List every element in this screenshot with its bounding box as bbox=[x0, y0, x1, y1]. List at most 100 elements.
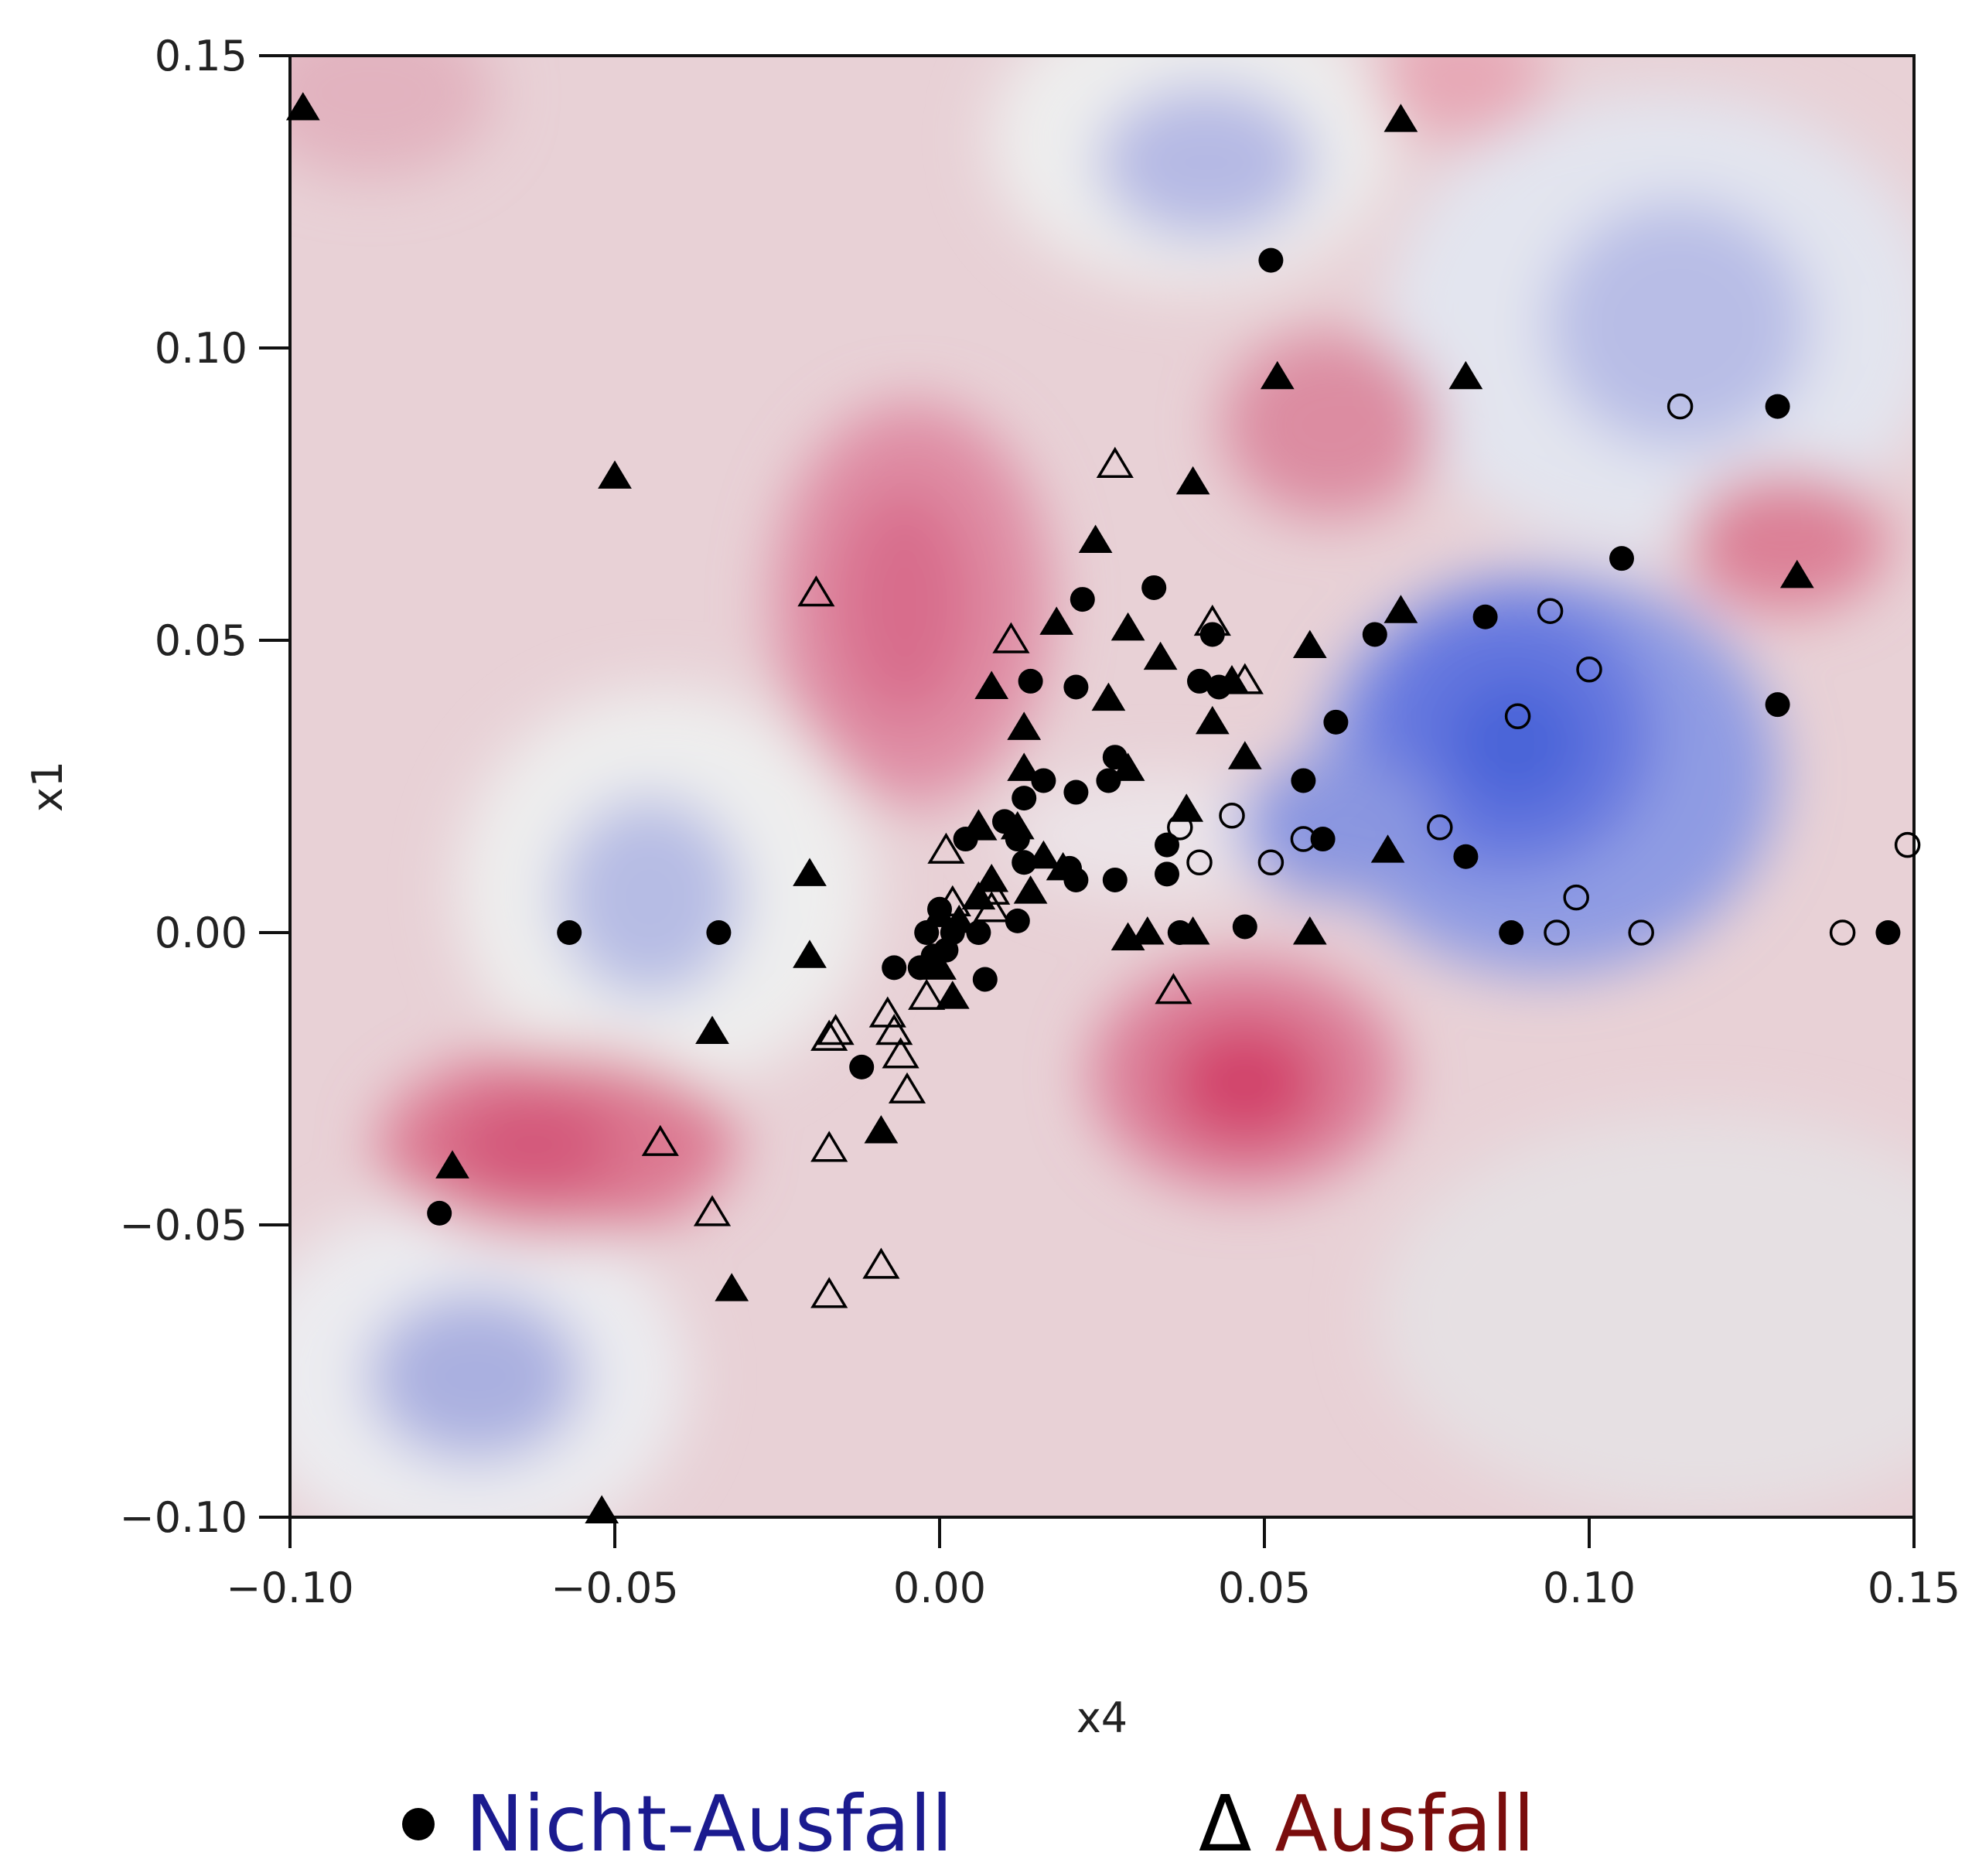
legend-item-ausfall: Δ Ausfall bbox=[1199, 1779, 1534, 1869]
x-tick-label: 0.05 bbox=[1218, 1564, 1311, 1612]
point-ausfall-open bbox=[1226, 663, 1264, 694]
point-ausfall-filled bbox=[1111, 752, 1145, 781]
point-nicht-ausfall-filled bbox=[1453, 844, 1479, 869]
point-ausfall-open bbox=[810, 1277, 848, 1308]
point-ausfall-open bbox=[1193, 604, 1231, 636]
point-ausfall-open bbox=[882, 1037, 919, 1069]
point-ausfall-filled bbox=[1195, 705, 1230, 735]
point-nicht-ausfall-filled bbox=[1063, 779, 1089, 805]
point-nicht-ausfall-filled bbox=[1070, 587, 1095, 612]
point-nicht-ausfall-filled bbox=[849, 1054, 875, 1080]
point-ausfall-open bbox=[992, 622, 1030, 653]
x-tick-label: −0.10 bbox=[226, 1564, 353, 1612]
point-ausfall-filled bbox=[1130, 916, 1165, 945]
point-nicht-ausfall-filled bbox=[972, 967, 998, 992]
point-nicht-ausfall-filled bbox=[1012, 850, 1037, 875]
point-nicht-ausfall-open bbox=[1544, 919, 1570, 946]
point-ausfall-open bbox=[908, 978, 946, 1010]
point-nicht-ausfall-filled bbox=[1155, 832, 1179, 858]
point-ausfall-filled bbox=[598, 460, 632, 489]
point-nicht-ausfall-open bbox=[1667, 393, 1694, 420]
y-tick-label: 0.00 bbox=[155, 909, 247, 957]
plot-frame bbox=[288, 54, 1916, 1519]
point-ausfall-open bbox=[888, 1072, 926, 1103]
point-nicht-ausfall-filled bbox=[1323, 709, 1349, 735]
point-nicht-ausfall-open bbox=[1576, 657, 1602, 683]
point-ausfall-filled bbox=[1292, 916, 1327, 945]
x-tick-label: 0.00 bbox=[893, 1564, 986, 1612]
legend-label-ausfall: Ausfall bbox=[1274, 1779, 1535, 1869]
x-tick-label: −0.05 bbox=[551, 1564, 678, 1612]
x-tick-label: 0.10 bbox=[1543, 1564, 1636, 1612]
point-nicht-ausfall-filled bbox=[1155, 861, 1179, 887]
point-ausfall-filled bbox=[923, 951, 957, 980]
legend: Nicht-Ausfall Δ Ausfall bbox=[0, 1779, 1972, 1869]
point-nicht-ausfall-open bbox=[1628, 919, 1654, 946]
point-ausfall-filled bbox=[935, 981, 970, 1009]
point-ausfall-filled bbox=[793, 858, 827, 886]
point-nicht-ausfall-filled bbox=[1362, 622, 1387, 647]
legend-label-nicht-ausfall: Nicht-Ausfall bbox=[466, 1779, 953, 1869]
point-ausfall-filled bbox=[1078, 524, 1113, 553]
point-ausfall-filled bbox=[1039, 606, 1074, 635]
point-ausfall-filled bbox=[715, 1273, 749, 1301]
point-ausfall-filled bbox=[1143, 641, 1178, 670]
point-ausfall-filled bbox=[695, 1015, 729, 1045]
point-nicht-ausfall-filled bbox=[1102, 867, 1128, 892]
point-ausfall-filled bbox=[1046, 851, 1080, 881]
point-nicht-ausfall-filled bbox=[1765, 692, 1790, 718]
y-tick-label: 0.05 bbox=[155, 616, 247, 665]
point-ausfall-open bbox=[810, 1131, 848, 1162]
point-ausfall-filled bbox=[1007, 711, 1042, 740]
point-nicht-ausfall-filled bbox=[1096, 768, 1121, 793]
point-nicht-ausfall-filled bbox=[1291, 768, 1316, 793]
point-ausfall-open bbox=[960, 809, 998, 841]
point-ausfall-filled bbox=[793, 940, 827, 968]
point-nicht-ausfall-open bbox=[1257, 849, 1285, 876]
point-ausfall-open bbox=[641, 1124, 679, 1156]
point-ausfall-filled bbox=[585, 1495, 619, 1523]
point-ausfall-open bbox=[797, 575, 835, 607]
point-ausfall-open bbox=[927, 832, 965, 864]
point-ausfall-filled bbox=[1260, 360, 1295, 390]
y-axis-label: x1 bbox=[23, 761, 72, 812]
point-ausfall-filled bbox=[1169, 793, 1204, 822]
point-ausfall-open bbox=[693, 1195, 732, 1226]
point-nicht-ausfall-filled bbox=[1499, 920, 1524, 945]
point-ausfall-filled bbox=[1000, 810, 1035, 840]
point-ausfall-filled bbox=[285, 92, 320, 121]
y-tick-label: −0.05 bbox=[120, 1201, 247, 1250]
point-ausfall-filled bbox=[864, 1115, 899, 1144]
point-ausfall-filled bbox=[1013, 875, 1048, 904]
point-nicht-ausfall-open bbox=[1829, 919, 1856, 946]
point-nicht-ausfall-filled bbox=[1765, 394, 1790, 419]
point-ausfall-filled bbox=[1448, 360, 1483, 390]
point-ausfall-filled bbox=[923, 899, 957, 927]
point-ausfall-open bbox=[875, 1014, 913, 1045]
point-nicht-ausfall-open bbox=[1563, 884, 1589, 911]
point-nicht-ausfall-filled bbox=[882, 955, 907, 981]
x-tick-label: 0.15 bbox=[1868, 1564, 1960, 1612]
point-ausfall-open bbox=[1096, 446, 1134, 478]
y-tick-label: 0.10 bbox=[155, 324, 247, 373]
point-ausfall-open bbox=[810, 1019, 848, 1051]
point-ausfall-open bbox=[933, 885, 971, 916]
point-nicht-ausfall-filled bbox=[427, 1200, 452, 1226]
point-ausfall-filled bbox=[1007, 752, 1042, 781]
point-ausfall-open bbox=[973, 891, 1011, 923]
point-nicht-ausfall-open bbox=[1537, 598, 1564, 624]
data-points bbox=[285, 92, 1921, 1523]
point-ausfall-filled bbox=[974, 670, 1009, 699]
point-ausfall-open bbox=[862, 1247, 900, 1279]
point-ausfall-filled bbox=[1370, 834, 1405, 863]
point-nicht-ausfall-filled bbox=[1310, 827, 1336, 852]
point-nicht-ausfall-filled bbox=[706, 920, 732, 945]
point-nicht-ausfall-filled bbox=[1063, 674, 1089, 700]
point-nicht-ausfall-open bbox=[1290, 826, 1317, 852]
point-ausfall-filled bbox=[1026, 840, 1061, 869]
point-nicht-ausfall-filled bbox=[1012, 786, 1037, 811]
point-ausfall-filled bbox=[1091, 682, 1126, 711]
point-nicht-ausfall-filled bbox=[1031, 768, 1056, 793]
y-tick-label: 0.15 bbox=[155, 32, 247, 80]
point-ausfall-filled bbox=[1111, 612, 1145, 641]
